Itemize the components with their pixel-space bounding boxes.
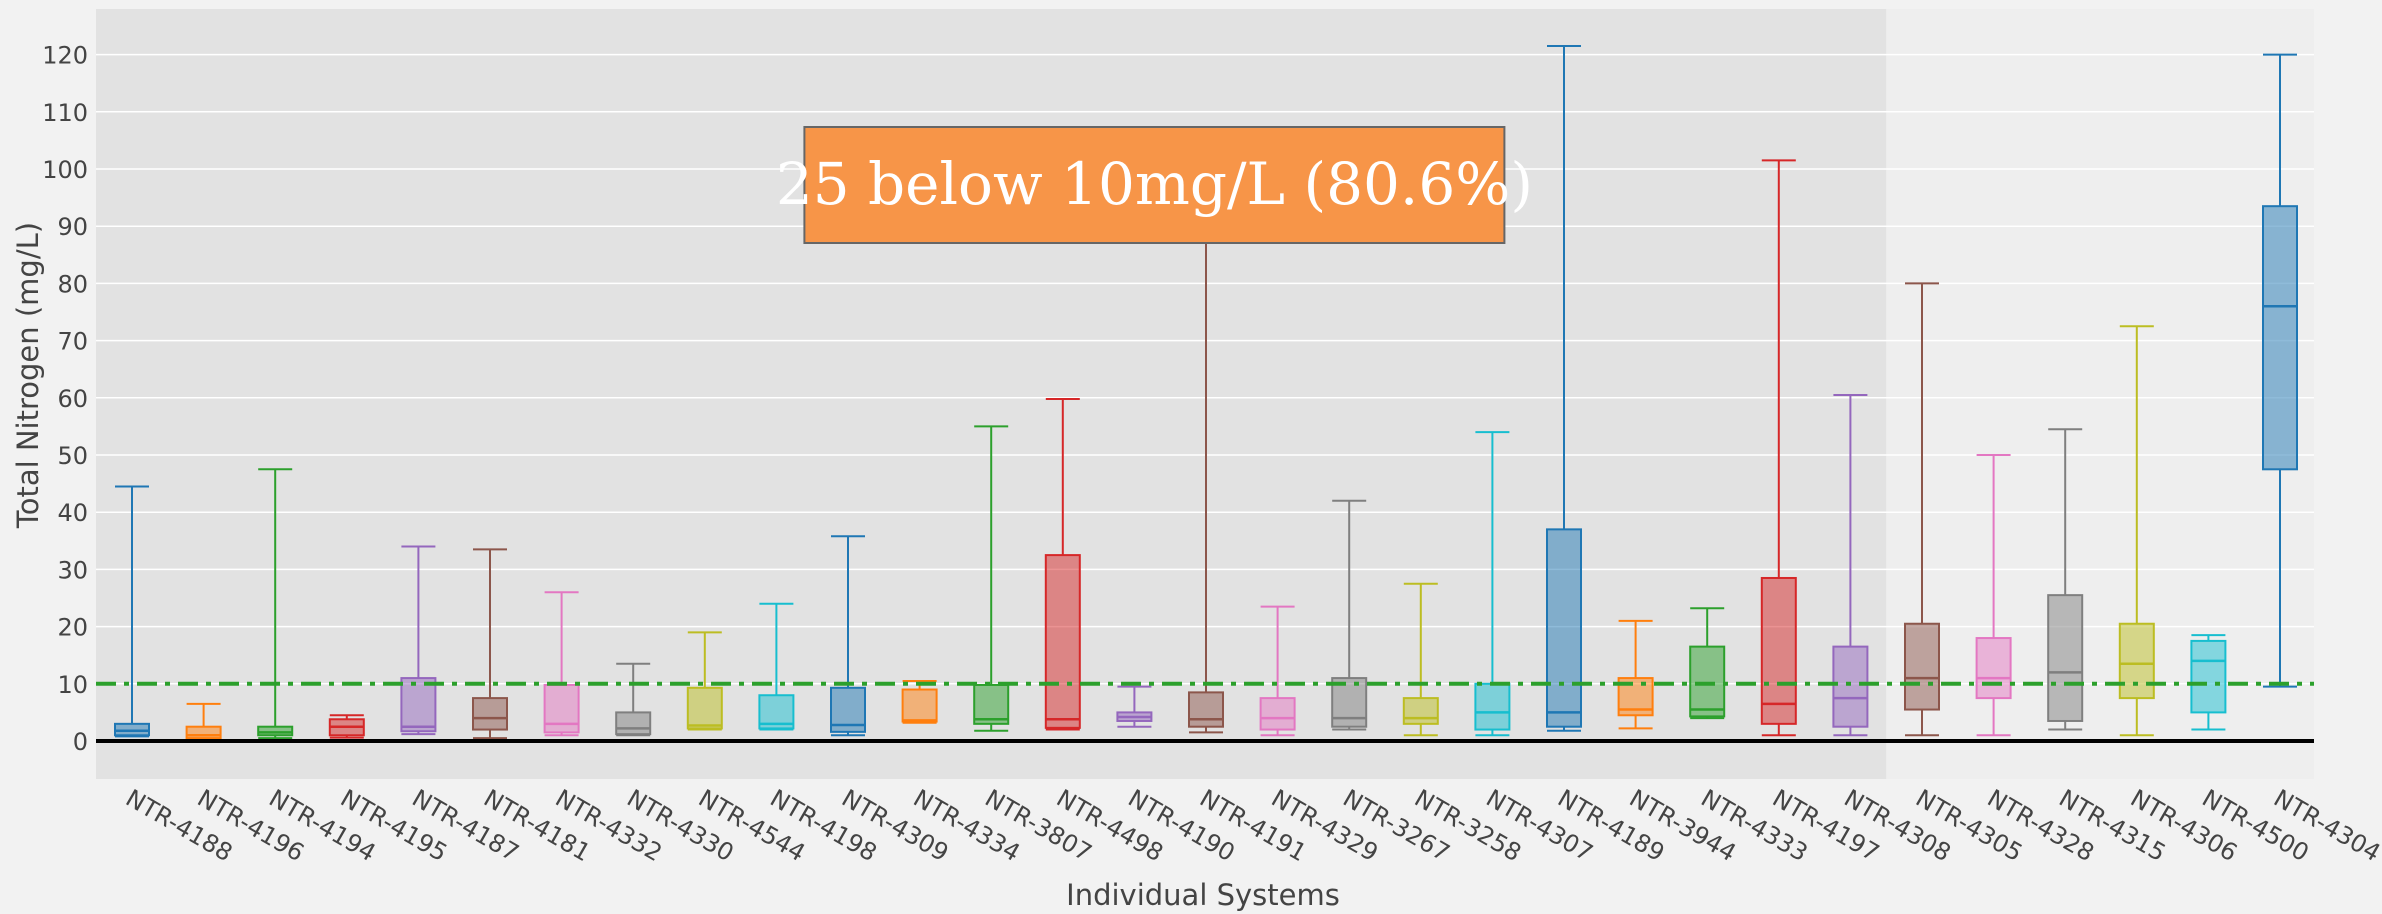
- iqr-box: [400, 677, 437, 733]
- y-axis-ticks: 0 10 20 30 40 50 60 70 80 90 100 110 120: [42, 42, 88, 756]
- iqr-box: [1760, 576, 1797, 725]
- x-axis-title: Individual Systems: [1066, 878, 1340, 912]
- box-ntr-4198: [758, 602, 795, 731]
- iqr-box: [1904, 622, 1940, 711]
- y-tick-label: 20: [57, 614, 88, 642]
- annotation-text: 25 below 10mg/L (80.6%): [776, 150, 1533, 218]
- iqr-box: [185, 725, 222, 740]
- y-tick-label: 0: [73, 728, 88, 756]
- y-tick-label: 30: [57, 556, 88, 584]
- box-ntr-4190: [1116, 685, 1153, 728]
- iqr-box: [1044, 554, 1081, 729]
- x-axis-ticks: NTR-4188NTR-4196NTR-4194NTR-4195NTR-4187…: [121, 784, 2382, 867]
- y-tick-label: 80: [57, 270, 88, 298]
- box-ntr-4500: [2190, 634, 2227, 731]
- y-tick-label: 50: [57, 442, 88, 470]
- iqr-box: [686, 686, 723, 730]
- iqr-box: [2118, 622, 2155, 700]
- annotation-box: [803, 126, 1506, 244]
- annotation: 25 below 10mg/L (80.6%): [776, 126, 1533, 244]
- iqr-box: [1689, 645, 1726, 718]
- box-ntr-4181: [472, 548, 508, 740]
- box-ntr-4329: [1259, 605, 1296, 737]
- iqr-box: [901, 688, 938, 723]
- box-ntr-4304: [2262, 53, 2298, 688]
- y-tick-label: 60: [57, 385, 88, 413]
- boxes: [114, 45, 2298, 741]
- iqr-box: [543, 683, 580, 734]
- y-tick-label: 10: [57, 671, 88, 699]
- box-ntr-4195: [328, 714, 365, 739]
- iqr-box: [1832, 645, 1869, 728]
- iqr-box: [1474, 682, 1511, 731]
- y-tick-label: 100: [42, 156, 88, 184]
- box-ntr-4308: [1832, 393, 1869, 737]
- box-ntr-4333: [1689, 607, 1726, 720]
- iqr-box: [615, 711, 652, 736]
- box-ntr-4189: [1546, 45, 1582, 732]
- box-ntr-3258: [1402, 582, 1439, 737]
- box-ntr-4315: [2047, 428, 2084, 731]
- box-ntr-4197: [1760, 159, 1797, 737]
- iqr-box: [1546, 528, 1582, 728]
- box-ntr-4330: [615, 662, 652, 737]
- box-ntr-4498: [1044, 397, 1081, 731]
- iqr-box: [2190, 639, 2227, 714]
- y-axis-title: Total Nitrogen (mg/L): [11, 222, 45, 529]
- y-tick-label: 110: [42, 99, 88, 127]
- box-ntr-3807: [973, 425, 1010, 732]
- iqr-box: [472, 697, 508, 731]
- iqr-box: [1188, 691, 1224, 728]
- iqr-box: [1975, 637, 2012, 700]
- box-ntr-4188: [114, 485, 150, 738]
- box-ntr-4309: [830, 535, 866, 737]
- iqr-box: [257, 725, 294, 737]
- y-tick-label: 70: [57, 328, 88, 356]
- box-ntr-4305: [1904, 282, 1940, 737]
- iqr-box: [973, 683, 1010, 725]
- iqr-box: [1402, 697, 1439, 725]
- box-ntr-4328: [1975, 454, 2012, 737]
- box-ntr-4544: [686, 631, 723, 731]
- box-ntr-3267: [1331, 499, 1368, 731]
- box-ntr-4187: [400, 545, 437, 736]
- iqr-box: [2047, 594, 2084, 722]
- y-tick-label: 40: [57, 499, 88, 527]
- iqr-box: [2262, 205, 2298, 471]
- box-ntr-4334: [901, 679, 938, 724]
- iqr-box: [1259, 697, 1296, 731]
- y-tick-label: 120: [42, 42, 88, 70]
- y-tick-label: 90: [57, 213, 88, 241]
